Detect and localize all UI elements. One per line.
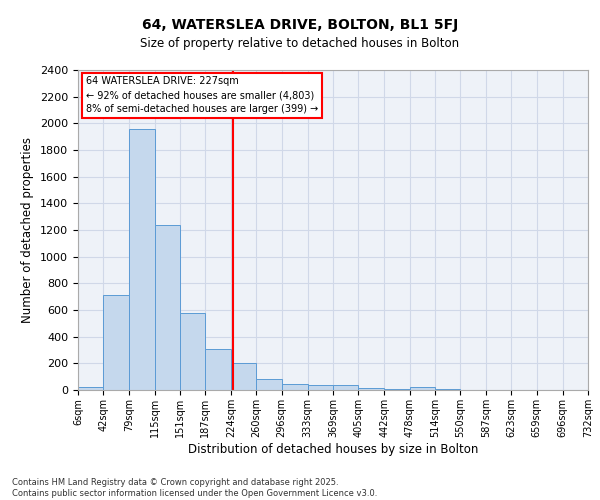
Bar — [231, 364, 256, 390]
Bar — [410, 388, 435, 390]
Bar — [78, 388, 103, 390]
Y-axis label: Number of detached properties: Number of detached properties — [22, 137, 34, 323]
Bar — [282, 384, 308, 390]
Bar — [358, 388, 384, 390]
Bar — [103, 296, 129, 390]
X-axis label: Distribution of detached houses by size in Bolton: Distribution of detached houses by size … — [188, 442, 478, 456]
Text: Contains HM Land Registry data © Crown copyright and database right 2025.
Contai: Contains HM Land Registry data © Crown c… — [12, 478, 377, 498]
Bar — [384, 388, 410, 390]
Bar — [205, 350, 231, 390]
Bar — [308, 386, 333, 390]
Bar — [129, 128, 155, 390]
Text: Size of property relative to detached houses in Bolton: Size of property relative to detached ho… — [140, 38, 460, 51]
Bar — [180, 314, 205, 390]
Text: 64 WATERSLEA DRIVE: 227sqm
← 92% of detached houses are smaller (4,803)
8% of se: 64 WATERSLEA DRIVE: 227sqm ← 92% of deta… — [86, 76, 318, 114]
Bar — [256, 378, 282, 390]
Bar — [155, 224, 180, 390]
Text: 64, WATERSLEA DRIVE, BOLTON, BL1 5FJ: 64, WATERSLEA DRIVE, BOLTON, BL1 5FJ — [142, 18, 458, 32]
Bar — [333, 386, 358, 390]
